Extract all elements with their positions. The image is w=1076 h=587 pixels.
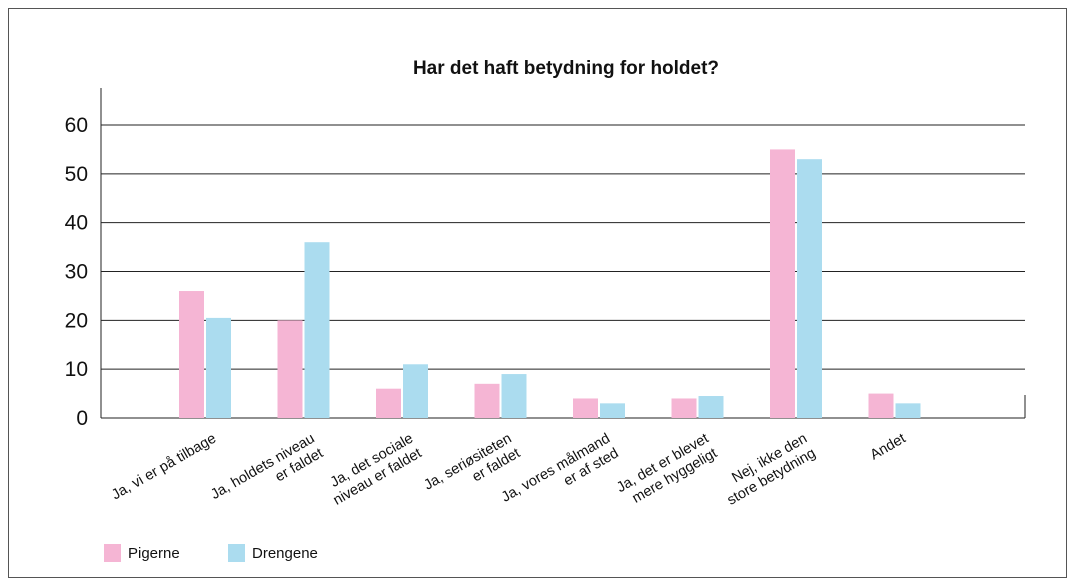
legend-label-pigerne: Pigerne	[128, 545, 180, 562]
bar-drengene-1	[206, 317, 231, 418]
y-tick-label: 50	[65, 163, 88, 186]
x-tick-label: Ja, det socialeniveau er faldet	[322, 431, 424, 509]
bar-drengene-7	[797, 159, 822, 418]
axes	[100, 88, 1026, 419]
y-tick-label: 30	[65, 261, 88, 284]
bars	[179, 149, 921, 418]
x-tick-label: Ja, vores målmander af sted	[499, 431, 622, 521]
bar-pigerne-1	[179, 291, 204, 418]
bar-drengene-4	[501, 374, 527, 418]
bar-pigerne-5	[573, 398, 598, 418]
bar-pigerne-6	[671, 398, 697, 418]
bar-drengene-5	[600, 403, 625, 418]
legend-label-drengene: Drengene	[252, 545, 318, 562]
bar-pigerne-7	[770, 149, 795, 418]
x-tick-label: Ja, vi er på tilbage	[109, 431, 219, 504]
bar-drengene-3	[403, 364, 428, 418]
bar-drengene-2	[304, 242, 330, 418]
legend: Pigerne Drengene	[104, 544, 318, 562]
grid-lines	[101, 124, 1025, 370]
bar-drengene-8	[895, 403, 921, 418]
bar-pigerne-8	[868, 393, 894, 418]
x-tick-label: Ja, holdets niveauer faldet	[208, 431, 326, 518]
bar-pigerne-3	[376, 388, 401, 418]
bar-pigerne-4	[474, 383, 500, 418]
x-tick-label: Nej, ikke denstore betydning	[716, 431, 818, 509]
y-tick-label: 60	[65, 114, 88, 137]
x-tick-label: Andet	[868, 431, 909, 464]
legend-swatch-drengene	[228, 544, 245, 562]
legend-swatch-pigerne	[104, 544, 121, 562]
y-tick-label: 40	[65, 212, 88, 235]
y-tick-labels: 0 10 20 30 40 50 60	[65, 114, 88, 430]
chart-title: Har det haft betydning for holdet?	[413, 58, 719, 79]
bar-drengene-6	[698, 396, 724, 418]
y-tick-label: 0	[76, 407, 88, 430]
y-tick-label: 20	[65, 309, 88, 332]
x-tick-label: Ja, det er blevetmere hyggeligt	[614, 431, 720, 511]
y-tick-label: 10	[65, 358, 88, 381]
bar-pigerne-2	[277, 320, 303, 418]
